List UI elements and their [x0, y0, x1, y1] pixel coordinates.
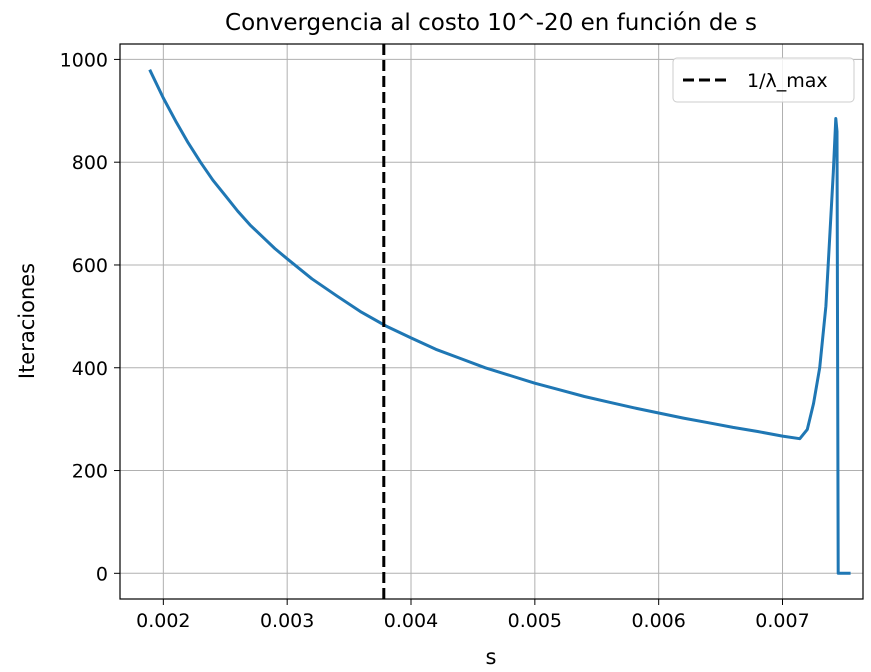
- y-tick-label: 800: [72, 152, 108, 174]
- x-tick-label: 0.007: [755, 610, 809, 632]
- plot-frame: [119, 43, 864, 600]
- y-axis: 0 200 400 600 800 1000: [60, 49, 120, 585]
- legend-box: [672, 57, 855, 103]
- series-layer: [148, 44, 851, 599]
- x-tick-label: 0.002: [136, 610, 190, 632]
- y-tick-label: 600: [72, 255, 108, 277]
- x-tick-label: 0.004: [384, 610, 438, 632]
- chart-title: Convergencia al costo 10^-20 en función …: [225, 10, 757, 36]
- x-axis-title: s: [486, 645, 497, 669]
- y-tick-label: 1000: [60, 49, 108, 71]
- legend: 1/λ_max: [672, 57, 855, 103]
- grid: [120, 44, 863, 599]
- y-axis-title: Iteraciones: [15, 263, 39, 379]
- x-tick-label: 0.005: [508, 610, 562, 632]
- x-tick-label: 0.006: [631, 610, 685, 632]
- y-tick-label: 200: [72, 461, 108, 483]
- y-tick-label: 400: [72, 358, 108, 380]
- x-axis: 0.002 0.003 0.004 0.005 0.006 0.007: [136, 599, 810, 632]
- legend-label: 1/λ_max: [747, 70, 828, 92]
- iterations-series: [148, 69, 851, 575]
- y-tick-label: 0: [96, 563, 108, 585]
- x-tick-label: 0.003: [260, 610, 314, 632]
